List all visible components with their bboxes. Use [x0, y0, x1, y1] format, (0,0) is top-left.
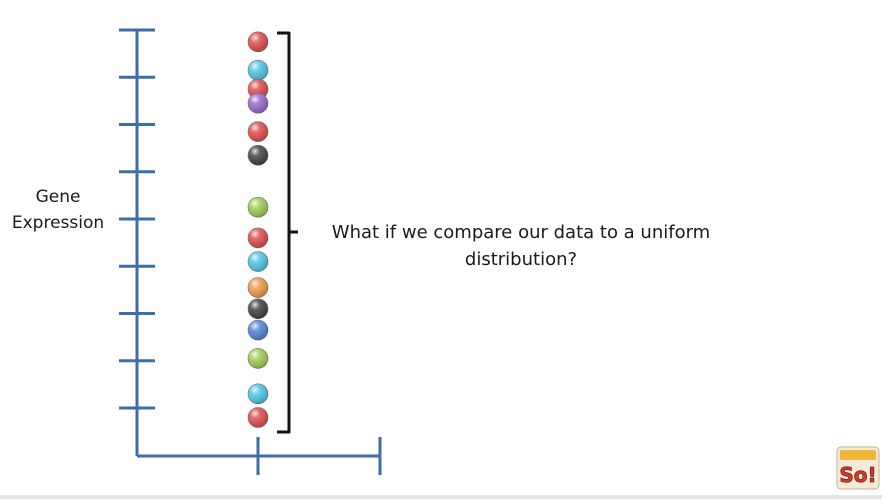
data-points	[247, 31, 269, 428]
y-axis-label-line-2: Expression	[11, 213, 105, 233]
bracket	[277, 31, 298, 434]
y-axis-label-line-1: Gene	[35, 187, 81, 207]
channel-logo: So!	[836, 446, 880, 490]
logo-text: So!	[839, 463, 876, 487]
data-point-sheen	[248, 79, 268, 100]
bracket-shape	[277, 31, 298, 434]
axes	[119, 28, 382, 475]
y-axis-label: Gene Expression	[0, 184, 116, 236]
data-point-sheen	[248, 407, 268, 428]
data-point-sheen	[248, 121, 268, 142]
data-point-sheen	[248, 197, 268, 218]
data-point-sheen	[248, 60, 268, 81]
data-point-sheen	[248, 31, 268, 52]
data-point-sheen	[248, 251, 268, 272]
data-point-sheen	[248, 93, 268, 114]
data-point-sheen	[248, 348, 268, 369]
data-point-sheen	[248, 277, 268, 298]
data-point-sheen	[248, 227, 268, 248]
data-point-sheen	[248, 320, 268, 341]
callout-line-2: distribution?	[464, 249, 578, 270]
data-point-sheen	[248, 145, 268, 166]
callout-line-1: What if we compare our data to a uniform	[331, 222, 711, 243]
bottom-strip	[0, 495, 882, 499]
callout-text: What if we compare our data to a uniform…	[306, 219, 736, 273]
data-point-sheen	[248, 298, 268, 319]
data-point-sheen	[248, 383, 268, 404]
